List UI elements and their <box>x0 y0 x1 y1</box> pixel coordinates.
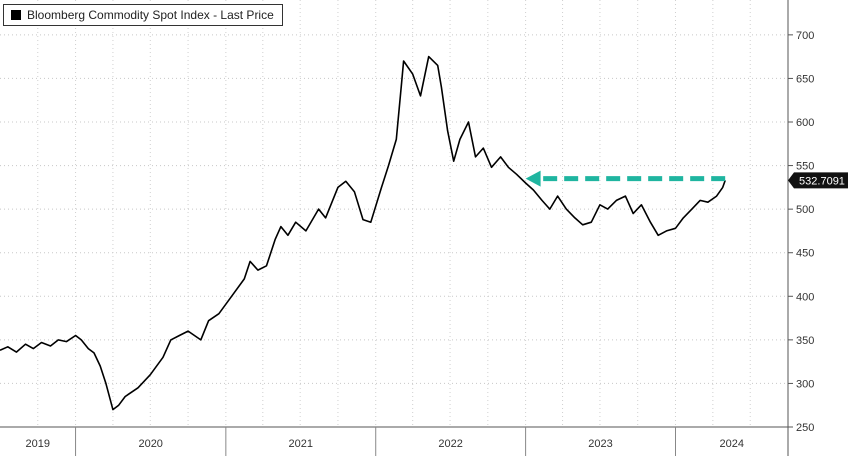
last-value-label: 532.7091 <box>799 175 845 187</box>
y-tick-label: 600 <box>796 117 814 129</box>
y-tick-label: 400 <box>796 291 814 303</box>
x-tick-label: 2020 <box>138 438 162 450</box>
y-tick-label: 350 <box>796 335 814 347</box>
x-tick-label: 2022 <box>438 438 462 450</box>
x-tick-label: 2024 <box>720 438 744 450</box>
y-tick-label: 650 <box>796 73 814 85</box>
last-value-label-background <box>788 172 848 189</box>
x-tick-label: 2021 <box>289 438 313 450</box>
y-tick-label: 300 <box>796 378 814 390</box>
y-tick-label: 700 <box>796 30 814 42</box>
y-tick-label: 250 <box>796 422 814 434</box>
chart-legend: Bloomberg Commodity Spot Index - Last Pr… <box>3 4 283 26</box>
x-tick-label: 2023 <box>588 438 612 450</box>
annotation-arrow-head-icon <box>525 170 541 187</box>
series-line <box>0 55 726 411</box>
legend-label: Bloomberg Commodity Spot Index - Last Pr… <box>27 8 274 22</box>
x-tick-label: 2019 <box>26 438 50 450</box>
y-tick-label: 500 <box>796 204 814 216</box>
y-tick-label: 550 <box>796 161 814 173</box>
legend-swatch-icon <box>11 10 21 20</box>
y-tick-label: 450 <box>796 248 814 260</box>
